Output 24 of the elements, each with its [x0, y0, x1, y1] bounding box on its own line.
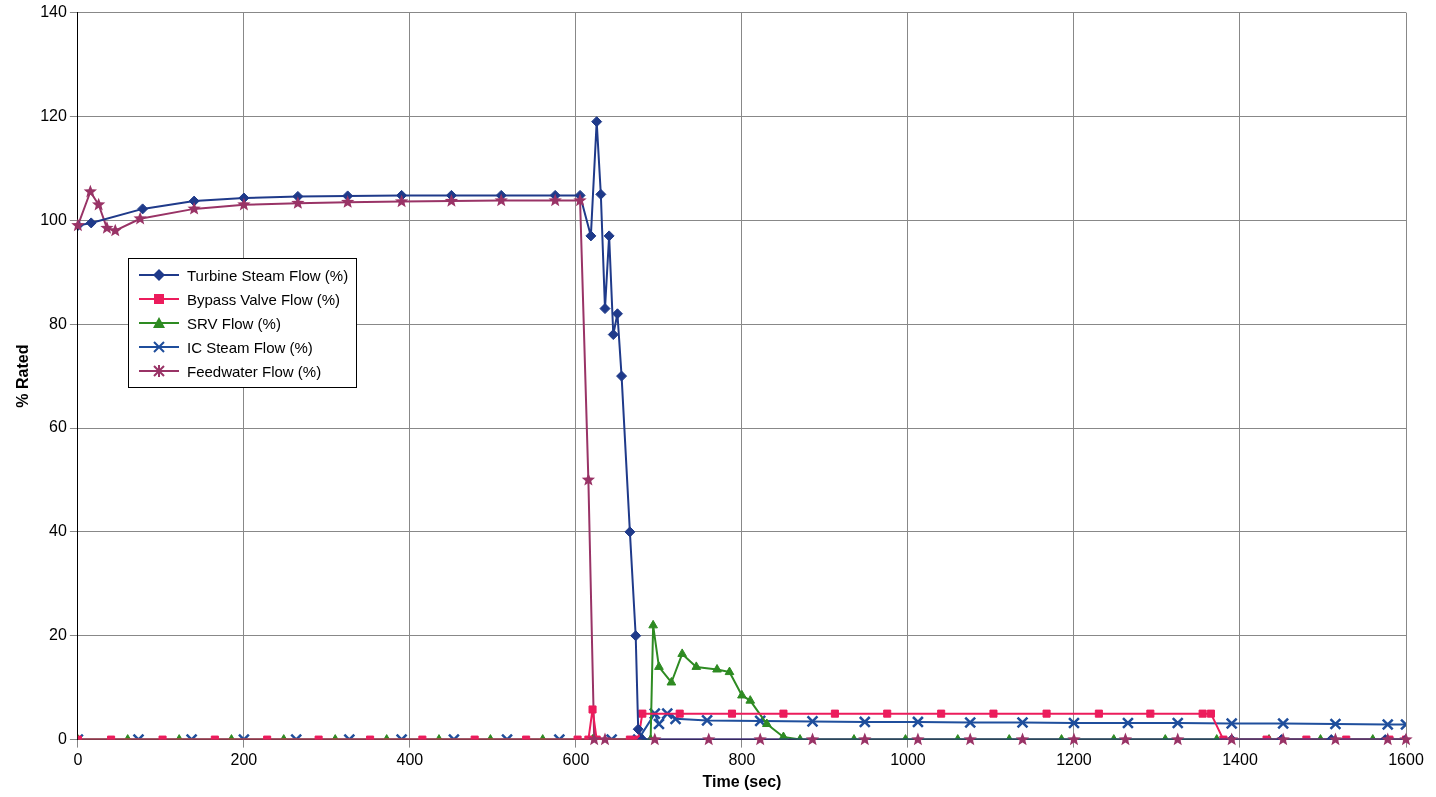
legend-label: Bypass Valve Flow (%) — [187, 290, 341, 308]
y-axis-title: % Rated — [14, 344, 32, 408]
x-tick-label: 1200 — [1056, 750, 1092, 768]
legend-label: Turbine Steam Flow (%) — [187, 266, 349, 284]
x-tick-label: 600 — [562, 750, 590, 768]
x-tick-label: 0 — [73, 750, 83, 768]
y-tick-label: 120 — [40, 106, 67, 124]
y-tick-label: 0 — [57, 730, 67, 748]
y-tick-label: 80 — [49, 314, 67, 332]
y-tick-label: 140 — [40, 3, 67, 21]
legend-label: Feedwater Flow (%) — [187, 362, 322, 380]
x-tick-label: 1000 — [890, 750, 926, 768]
x-tick-label: 800 — [728, 750, 756, 768]
y-tick-label: 20 — [49, 626, 67, 644]
y-tick-label: 100 — [40, 210, 67, 228]
x-tick-label: 1600 — [1388, 750, 1424, 768]
x-tick-label: 400 — [396, 750, 424, 768]
y-tick-label: 40 — [49, 522, 67, 540]
x-axis-title: Time (sec) — [702, 772, 782, 790]
x-tick-label: 1400 — [1222, 750, 1258, 768]
legend-label: SRV Flow (%) — [187, 314, 281, 332]
legend-label: IC Steam Flow (%) — [187, 338, 313, 356]
x-tick-label: 200 — [230, 750, 258, 768]
y-tick-label: 60 — [49, 418, 67, 436]
